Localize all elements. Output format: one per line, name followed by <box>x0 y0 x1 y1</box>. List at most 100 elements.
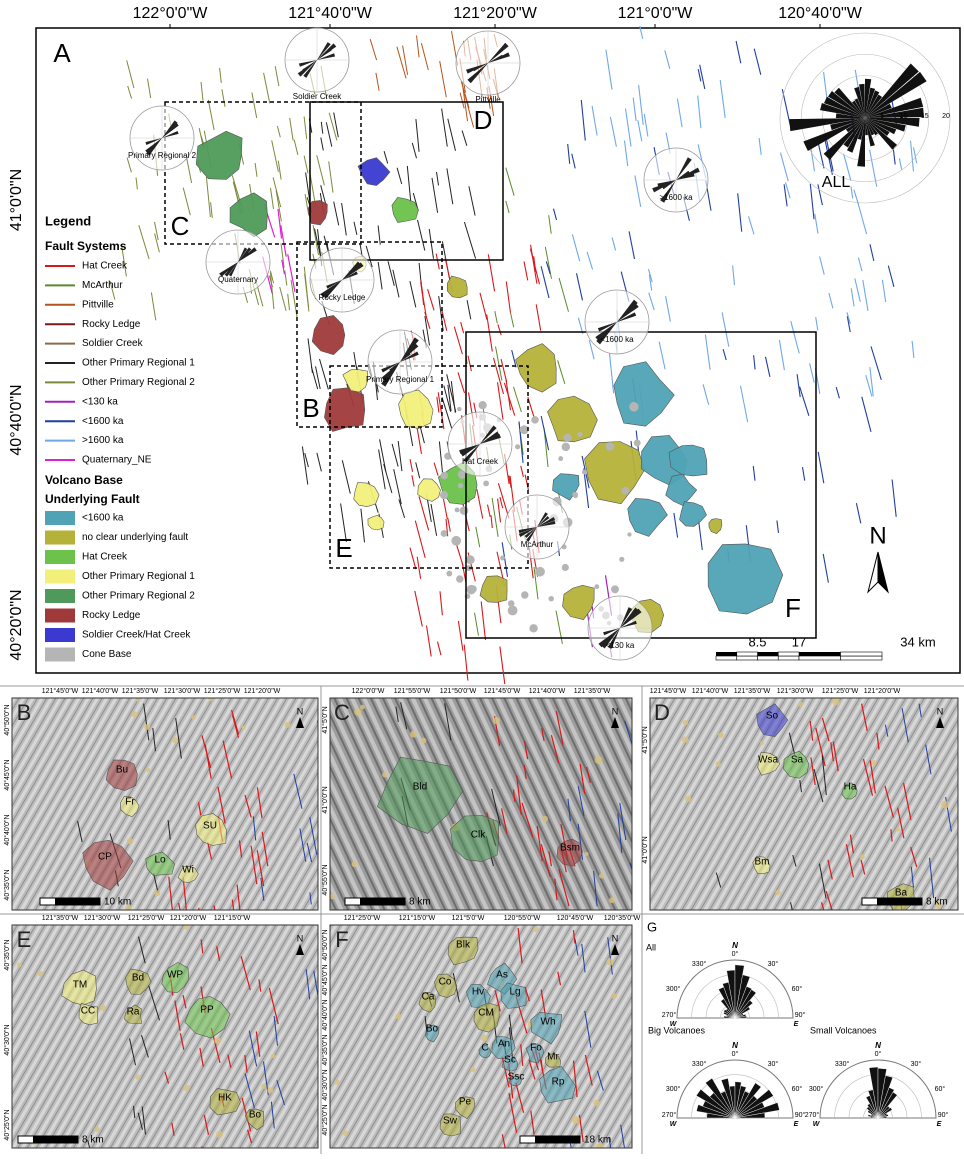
fault <box>415 462 421 479</box>
volcano-label: Sa <box>791 755 804 766</box>
cone-base <box>718 732 724 738</box>
fault <box>783 184 788 207</box>
legend-label: <130 ka <box>82 396 118 407</box>
legend-label: McArthur <box>82 280 123 291</box>
fault <box>788 732 796 755</box>
fault <box>461 130 468 146</box>
fault <box>540 844 551 877</box>
volcano-label: Bsm <box>560 843 580 854</box>
lat-label: 40°30'0"N <box>3 1024 11 1055</box>
cone-base <box>832 698 840 706</box>
panel-label: E <box>17 927 32 952</box>
lat-label: 40°25'0"N <box>3 1109 11 1140</box>
rose-title: Small Volcanoes <box>810 1025 877 1035</box>
lat-label: 41°0'0"N <box>321 786 329 813</box>
fault <box>586 766 591 783</box>
cone-base <box>606 958 614 966</box>
fault <box>578 1114 584 1143</box>
rose-petal <box>162 122 179 138</box>
fault <box>463 221 477 259</box>
cone-base <box>154 890 161 897</box>
fault <box>523 764 527 779</box>
volcano-base <box>707 543 784 615</box>
fault <box>154 233 160 253</box>
rose-petal <box>843 118 865 148</box>
fault <box>383 463 393 494</box>
fault <box>444 703 452 741</box>
rose-petal <box>734 1112 766 1119</box>
cone-base <box>440 530 448 537</box>
fault <box>133 1105 136 1119</box>
fault <box>276 1080 285 1106</box>
volcano-base <box>82 839 134 891</box>
legend-label: Other Primary Regional 2 <box>82 591 195 602</box>
fault <box>739 385 749 423</box>
fault <box>827 859 833 880</box>
cone-base <box>759 740 764 746</box>
fault <box>799 780 802 793</box>
cone-base <box>561 442 571 452</box>
volcano-label: Bm <box>755 857 770 868</box>
cone-base <box>126 838 134 845</box>
fault <box>328 112 338 141</box>
fault <box>353 221 358 236</box>
inset-label: D <box>474 105 493 135</box>
volcano-base <box>447 936 479 966</box>
fault <box>545 261 551 275</box>
volcano-label: Bd <box>132 973 144 984</box>
cone-base <box>581 469 588 475</box>
rose-petal <box>463 444 480 463</box>
angle-label: 60° <box>792 985 803 993</box>
fault <box>620 1124 626 1148</box>
fault <box>486 504 491 517</box>
fault <box>550 735 560 763</box>
rose-petal <box>326 280 342 289</box>
cone-base <box>465 565 472 572</box>
fault <box>862 758 874 796</box>
cone-base <box>457 483 464 489</box>
cone-base <box>420 737 427 744</box>
fault <box>435 253 440 270</box>
scale-bar <box>736 655 758 661</box>
fault <box>918 703 922 718</box>
fault <box>490 515 493 529</box>
fault <box>910 866 914 888</box>
volcano-base <box>515 343 557 393</box>
fault <box>699 64 706 90</box>
lon-label: 121°20'0"W <box>170 914 207 922</box>
fault <box>591 105 598 136</box>
fault <box>501 1134 506 1148</box>
rose-petal <box>617 313 634 322</box>
legend-label: >1600 ka <box>82 435 124 446</box>
fault <box>279 286 287 311</box>
fault <box>182 877 187 910</box>
fault <box>411 142 417 159</box>
scale-bar <box>757 652 779 656</box>
volcano-base <box>455 1096 476 1119</box>
fault <box>758 138 762 155</box>
cone-base <box>208 698 214 702</box>
rose-petal <box>820 103 865 118</box>
map-content <box>12 698 318 910</box>
volcano-label: CC <box>81 1006 95 1017</box>
fault <box>535 304 542 331</box>
fault <box>414 590 423 627</box>
fault <box>304 194 310 216</box>
rose-petal <box>676 170 690 180</box>
legend-swatch <box>45 530 75 545</box>
fault <box>520 1044 524 1067</box>
fault <box>554 878 558 901</box>
fault <box>533 256 537 272</box>
rose-petal <box>238 247 257 262</box>
fault <box>648 274 653 291</box>
volcano-label: HK <box>218 1093 232 1104</box>
fault <box>255 1031 261 1057</box>
fault <box>516 775 522 815</box>
panel-label: C <box>334 700 350 725</box>
fault <box>925 744 932 775</box>
rose-petal <box>537 520 556 527</box>
cone-base <box>593 1099 600 1107</box>
lon-label: 121°25'0"W <box>344 914 381 922</box>
fault <box>281 259 286 275</box>
fault <box>887 265 895 287</box>
